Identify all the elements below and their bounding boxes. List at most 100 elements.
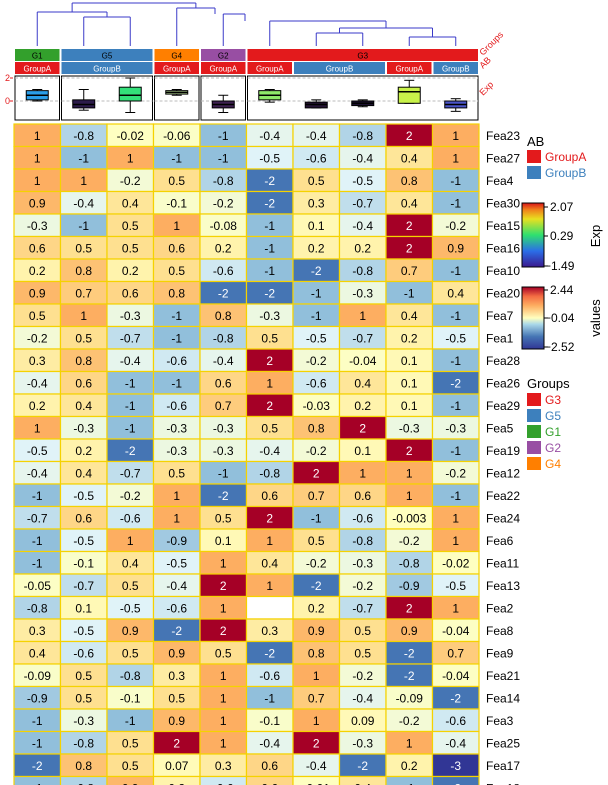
ab-legend-swatch-groupa — [527, 150, 541, 163]
groups-legend-swatch-g2 — [527, 441, 541, 454]
heatmap-cell-label: 0.3 — [261, 624, 278, 638]
row-label-fea12: Fea12 — [486, 466, 520, 480]
heatmap-cell — [245, 775, 294, 785]
heatmap-cell-label: 0.1 — [215, 534, 232, 548]
row-label-fea9: Fea9 — [486, 646, 514, 660]
heatmap-cell-label: 1 — [173, 489, 180, 503]
row-label-fea21: Fea21 — [486, 669, 520, 683]
heatmap-cell-label: -2 — [218, 489, 229, 503]
heatmap-cell-label: 2 — [220, 624, 227, 638]
heatmap-cell-label: -0.1 — [259, 714, 280, 728]
heatmap-cell-label: 0.6 — [215, 376, 232, 390]
heatmap-cell-label: -0.04 — [442, 624, 470, 638]
row-label-fea10: Fea10 — [486, 264, 520, 278]
group-bar-label-g5: G5 — [102, 52, 113, 61]
heatmap-cell-label: 0.4 — [354, 781, 371, 785]
heatmap-cell-label: 1 — [359, 466, 366, 480]
row-label-fea28: Fea28 — [486, 354, 520, 368]
heatmap-cell-label: -0.3 — [166, 444, 187, 458]
heatmap-cell-label: -0.2 — [399, 534, 420, 548]
row-label-fea14: Fea14 — [486, 691, 520, 705]
heatmap-cell-label: -0.4 — [213, 354, 234, 368]
heatmap-cell-label: -0.1 — [166, 196, 187, 210]
heatmap-cell-label: -0.08 — [210, 219, 238, 233]
heatmap-cell-label: -0.7 — [120, 331, 141, 345]
heatmap-cell-label: -2 — [404, 669, 415, 683]
group-bar-g2 — [201, 49, 246, 61]
heatmap-cell-label: -0.4 — [259, 129, 280, 143]
heatmap-cell-label: 2 — [406, 129, 413, 143]
values-legend: 2.44 −0.04 −2.52 values — [521, 283, 603, 354]
heatmap-cell-label: -0.7 — [352, 196, 373, 210]
row-labels: Fea23 Fea27 Fea4 Fea30 Fea15 Fea16 Fea10 Fea20 F… — [486, 129, 520, 785]
heatmap-cell-label: 1 — [266, 579, 273, 593]
heatmap-cell-label: 0.4 — [401, 151, 418, 165]
heatmap-cell-label: 0.7 — [401, 264, 418, 278]
row-label-fea8: Fea8 — [486, 624, 514, 638]
heatmap-cell-label: 1 — [173, 219, 180, 233]
heatmap-cell-label: -0.2 — [352, 669, 373, 683]
exp-panel — [247, 75, 479, 121]
heatmap-cell-label: 0.2 — [29, 264, 46, 278]
row-label-fea7: Fea7 — [486, 309, 514, 323]
heatmap-cell-label: -0.8 — [213, 331, 234, 345]
heatmap-cell-label: -0.6 — [120, 511, 141, 525]
heatmap-cell-label: 2 — [406, 219, 413, 233]
heatmap-cell-label: -0.04 — [349, 354, 377, 368]
ab-bar-label-groupa: GroupA — [395, 65, 423, 74]
heatmap-cell-label: -0.6 — [306, 151, 327, 165]
values-legend-tick-label-mid: −0.04 — [544, 311, 575, 325]
row-label-fea5: Fea5 — [486, 421, 514, 435]
column-dendrogram — [36, 2, 457, 46]
heatmap-cell-label: 0.7 — [308, 489, 325, 503]
heatmap-cell-label: -0.3 — [445, 421, 466, 435]
heatmap-cell-label: 0.9 — [122, 624, 139, 638]
heatmap-cell-label: -0.1 — [120, 691, 141, 705]
exp-legend-tick-label-mid: 0.29 — [550, 229, 574, 243]
exp-legend-tick-label-min: −1.49 — [544, 259, 575, 273]
heatmap-cell-label: 1 — [220, 714, 227, 728]
heatmap-cell-label: 0.5 — [122, 579, 139, 593]
heatmap-cell-label: 0.5 — [261, 421, 278, 435]
heatmap-cell — [59, 775, 108, 785]
heatmap-cell-label: 0.2 — [401, 759, 418, 773]
heatmap-cell-label: 2 — [266, 354, 273, 368]
heatmap-cell-label: -3 — [450, 759, 461, 773]
heatmap-cell-label: -0.09 — [24, 669, 52, 683]
heatmap-cell-label: 0.6 — [75, 511, 92, 525]
heatmap-cell-label: -1 — [78, 219, 89, 233]
heatmap-cell-label: -0.2 — [445, 466, 466, 480]
heatmap-cell-label: -0.4 — [166, 579, 187, 593]
heatmap-cell — [338, 775, 387, 785]
heatmap-cell-label: -0.4 — [352, 691, 373, 705]
heatmap-cell-label: -1 — [171, 309, 182, 323]
heatmap-cell-label: 0.5 — [354, 624, 371, 638]
heatmap-cell-label: -0.5 — [259, 151, 280, 165]
groups-legend-swatch-g3 — [527, 393, 541, 406]
heatmap-cell-label: 0.5 — [168, 466, 185, 480]
heatmap-cell-label: 0.3 — [29, 354, 46, 368]
heatmap-cell-label: 1 — [80, 309, 87, 323]
row-label-fea29: Fea29 — [486, 399, 520, 413]
heatmap-cell-label: -0.3 — [352, 286, 373, 300]
heatmap-cell-label: 0.5 — [168, 264, 185, 278]
exp-legend: 2.07 0.29 −1.49 Exp — [521, 200, 603, 273]
heatmap-cell-label: 0.8 — [308, 646, 325, 660]
heatmap-cell-label: -0.4 — [27, 376, 48, 390]
heatmap-cell-label: -1 — [450, 196, 461, 210]
ab-bar-label-groupa: GroupA — [163, 65, 191, 74]
ab-legend-label-groupb: GroupB — [545, 166, 586, 180]
heatmap-cell-label: -0.6 — [73, 646, 94, 660]
heatmap-cell-label: 1 — [127, 534, 134, 548]
heatmap-cell-label: -0.4 — [120, 354, 141, 368]
exp-legend-colorbar — [521, 202, 545, 268]
groups-annotation-bar: G1 G5 G4 G2 G3 — [15, 49, 478, 61]
groups-legend-label-g2: G2 — [545, 441, 561, 455]
heatmap-cell-label: 0.2 — [215, 241, 232, 255]
row-label-fea27: Fea27 — [486, 151, 520, 165]
values-legend-title: values — [588, 299, 603, 337]
heatmap-cell-label: 1 — [34, 421, 41, 435]
heatmap-cell-label: -0.9 — [27, 691, 48, 705]
heatmap-cell-label: 0.8 — [308, 421, 325, 435]
heatmap-cell-label: -1 — [218, 466, 229, 480]
